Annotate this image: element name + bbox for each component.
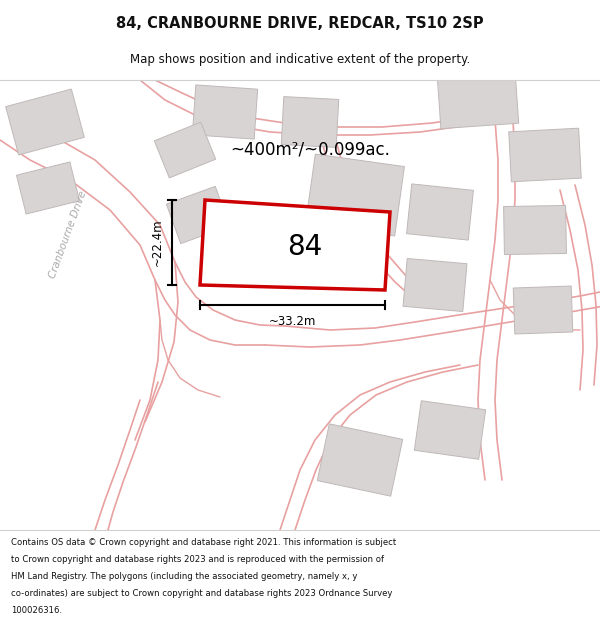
Polygon shape: [509, 128, 581, 182]
Text: to Crown copyright and database rights 2023 and is reproduced with the permissio: to Crown copyright and database rights 2…: [11, 555, 384, 564]
Text: ~400m²/~0.099ac.: ~400m²/~0.099ac.: [230, 141, 390, 159]
Text: Contains OS data © Crown copyright and database right 2021. This information is : Contains OS data © Crown copyright and d…: [11, 538, 396, 547]
Text: 100026316.: 100026316.: [11, 606, 62, 615]
Polygon shape: [154, 122, 215, 178]
Polygon shape: [437, 71, 519, 129]
Text: ~33.2m: ~33.2m: [269, 315, 316, 328]
Polygon shape: [166, 186, 230, 244]
Polygon shape: [281, 97, 339, 148]
Text: co-ordinates) are subject to Crown copyright and database rights 2023 Ordnance S: co-ordinates) are subject to Crown copyr…: [11, 589, 392, 598]
Text: Map shows position and indicative extent of the property.: Map shows position and indicative extent…: [130, 54, 470, 66]
Text: ~22.4m: ~22.4m: [151, 219, 164, 266]
Polygon shape: [305, 154, 404, 236]
Polygon shape: [415, 401, 485, 459]
Polygon shape: [503, 206, 566, 254]
Polygon shape: [407, 184, 473, 240]
Polygon shape: [317, 424, 403, 496]
Text: Cranbourne Drive: Cranbourne Drive: [47, 190, 88, 280]
Text: 84, CRANBOURNE DRIVE, REDCAR, TS10 2SP: 84, CRANBOURNE DRIVE, REDCAR, TS10 2SP: [116, 16, 484, 31]
Polygon shape: [16, 162, 80, 214]
Polygon shape: [200, 200, 390, 290]
Polygon shape: [513, 286, 573, 334]
Polygon shape: [403, 259, 467, 311]
Text: 84: 84: [287, 232, 323, 261]
Polygon shape: [193, 85, 257, 139]
Polygon shape: [5, 89, 85, 155]
Text: HM Land Registry. The polygons (including the associated geometry, namely x, y: HM Land Registry. The polygons (includin…: [11, 572, 357, 581]
